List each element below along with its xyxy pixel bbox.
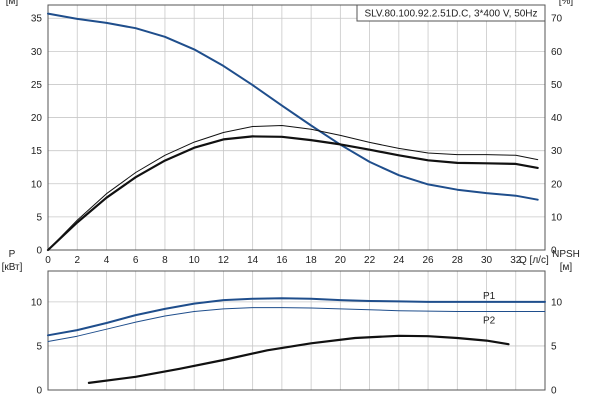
plot-frame	[47, 270, 546, 391]
x-tick-label: 18	[306, 255, 318, 266]
y-tick-label-left: 0	[36, 246, 42, 257]
y-tick-label-left: 35	[31, 14, 43, 25]
series-line-p1	[47, 297, 546, 337]
series-label-p1: P1	[483, 291, 496, 302]
y-tick-label-right: 40	[551, 113, 563, 124]
x-tick-label: 20	[335, 255, 347, 266]
x-tick-label: 28	[452, 255, 464, 266]
x-tick-label: 14	[247, 255, 259, 266]
y-axis-unit-right: [%]	[559, 0, 574, 7]
y-tick-label-left: 10	[31, 297, 43, 308]
x-tick-label: 12	[218, 255, 230, 266]
y-tick-label-right: 10	[551, 297, 563, 308]
y-tick-label-right: 0	[551, 246, 557, 257]
y-tick-label-right: 30	[551, 146, 563, 157]
series-line-curve-3	[46, 135, 539, 252]
y-tick-label-right: 5	[551, 341, 557, 352]
y-tick-label-right: 60	[551, 47, 563, 58]
y-tick-label-right: 10	[551, 212, 563, 223]
chart-title: SLV.80.100.92.2.51D.C, 3*400 V, 50Hz	[364, 9, 537, 20]
y-tick-label-left: 15	[31, 146, 43, 157]
x-tick-label: 0	[45, 255, 51, 266]
plot-frame	[47, 4, 546, 251]
x-tick-label: 32	[510, 255, 522, 266]
series-line-p2	[47, 307, 546, 342]
y-tick-label-right: 0	[551, 386, 557, 397]
y-axis-unit-left: [м]	[6, 0, 19, 7]
series-line-curve-3	[87, 334, 510, 384]
x-tick-label: 26	[422, 255, 434, 266]
y-axis-unit-left: [кВт]	[2, 262, 23, 273]
series-line-curve-2	[47, 125, 539, 251]
y-tick-label-left: 5	[36, 341, 42, 352]
y-tick-label-left: 20	[31, 113, 43, 124]
x-tick-label: 8	[162, 255, 168, 266]
y-tick-label-left: 5	[36, 212, 42, 223]
y-axis-label-left: P	[9, 249, 16, 260]
y-axis-label-right: NPSH	[552, 249, 580, 260]
x-tick-label: 10	[189, 255, 201, 266]
y-tick-label-left: 30	[31, 47, 43, 58]
x-tick-label: 6	[133, 255, 139, 266]
y-tick-label-left: 10	[31, 179, 43, 190]
x-tick-label: 24	[393, 255, 405, 266]
title-box: SLV.80.100.92.2.51D.C, 3*400 V, 50Hz	[356, 4, 546, 22]
y-tick-label-left: 25	[31, 80, 43, 91]
x-axis-label: Q [л/с]	[519, 255, 549, 266]
x-tick-label: 16	[276, 255, 288, 266]
y-tick-label-right: 50	[551, 80, 563, 91]
series-line-curve-1	[47, 12, 539, 201]
bottom-panel: 0 5 10 0 5 10 P [кВт] NPSH [м] P1 P2	[2, 249, 580, 397]
series-label-p2: P2	[483, 316, 496, 327]
y-axis-unit-right: [м]	[560, 262, 573, 273]
y-tick-label-right: 70	[551, 14, 563, 25]
x-tick-label: 4	[104, 255, 110, 266]
x-tick-label: 2	[74, 255, 80, 266]
y-tick-label-left: 0	[36, 386, 42, 397]
x-tick-label: 30	[481, 255, 493, 266]
y-tick-label-right: 20	[551, 179, 563, 190]
title-frame	[356, 4, 546, 22]
x-tick-label: 22	[364, 255, 376, 266]
top-panel: 05101520253035010203040506070H[м]eta[%]0…	[6, 0, 574, 266]
